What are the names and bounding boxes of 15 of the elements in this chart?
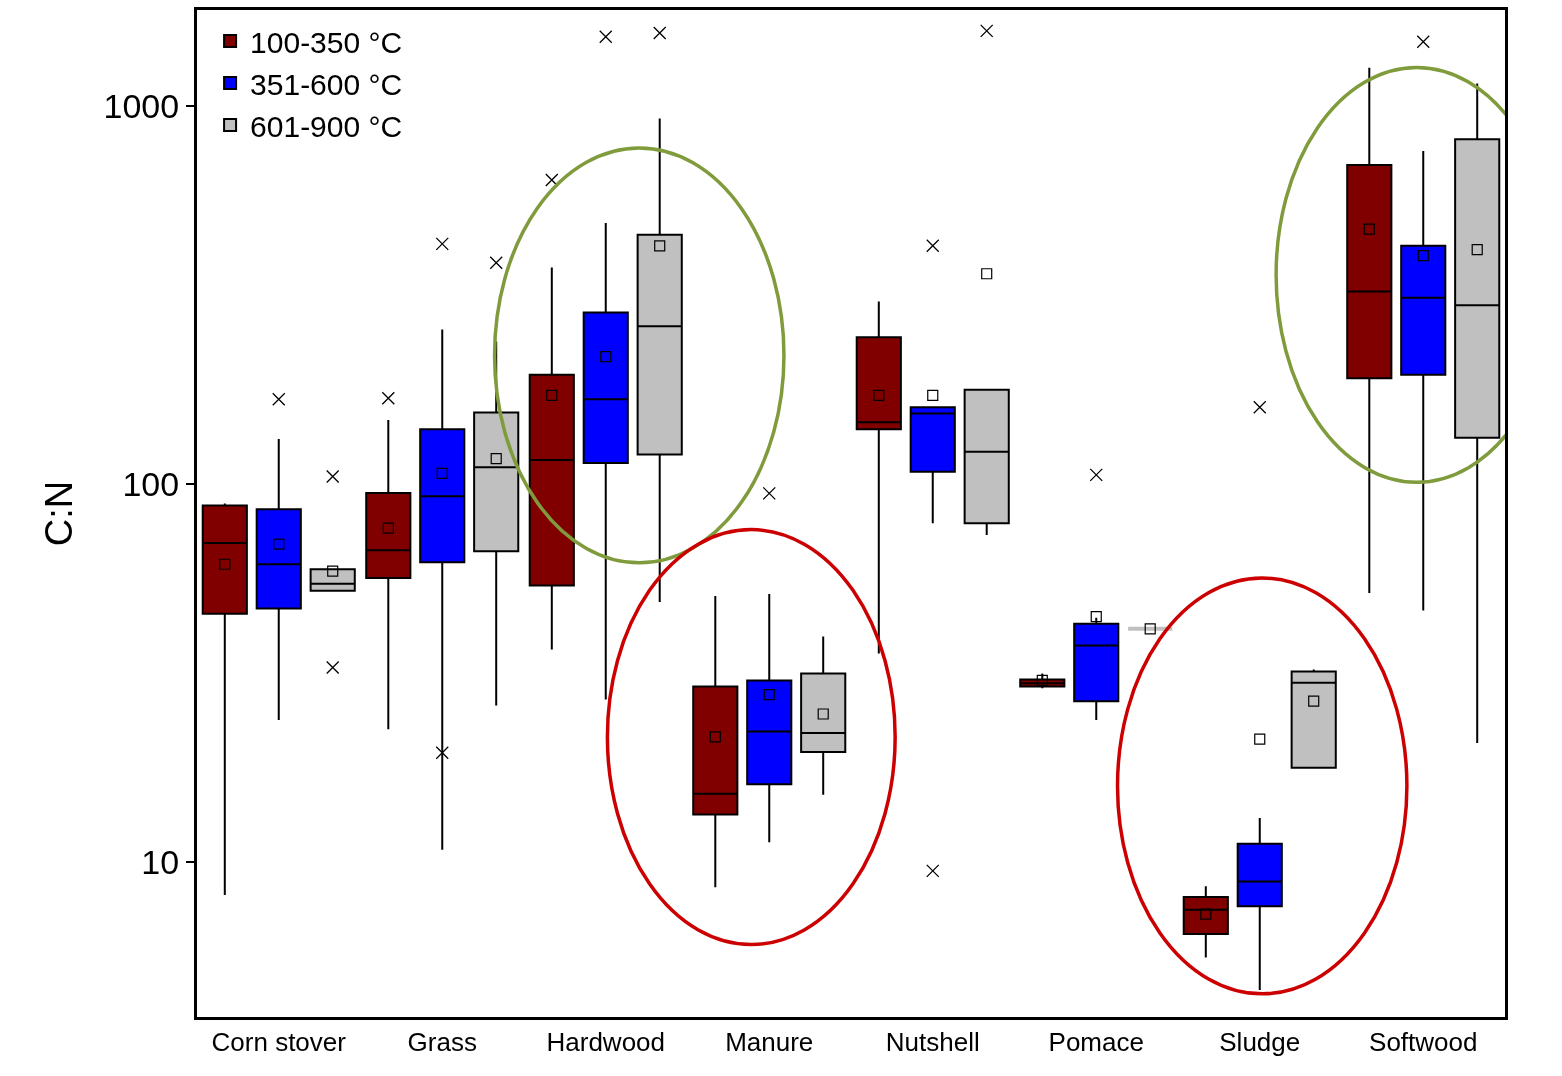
x-tick-label: Grass [407, 1027, 477, 1058]
legend-label: 351-600 °C [250, 67, 403, 101]
x-tick-label: Sludge [1219, 1027, 1301, 1058]
x-tick-label: Pomace [1048, 1027, 1144, 1058]
x-tick-label: Softwood [1369, 1027, 1478, 1058]
y-tick-label: 100 [122, 465, 180, 504]
x-tick-label: Hardwood [546, 1027, 666, 1058]
y-axis-title: C:N [37, 480, 80, 547]
x-tick-label: Corn stover [211, 1027, 347, 1058]
y-tick-label: 1000 [103, 87, 180, 126]
x-tick-label: Nutshell [885, 1027, 980, 1058]
y-tick-label: 10 [141, 843, 180, 882]
x-tick-label: Manure [725, 1027, 814, 1058]
legend-label: 601-900 °C [250, 109, 403, 143]
legend-label: 100-350 °C [250, 25, 403, 59]
